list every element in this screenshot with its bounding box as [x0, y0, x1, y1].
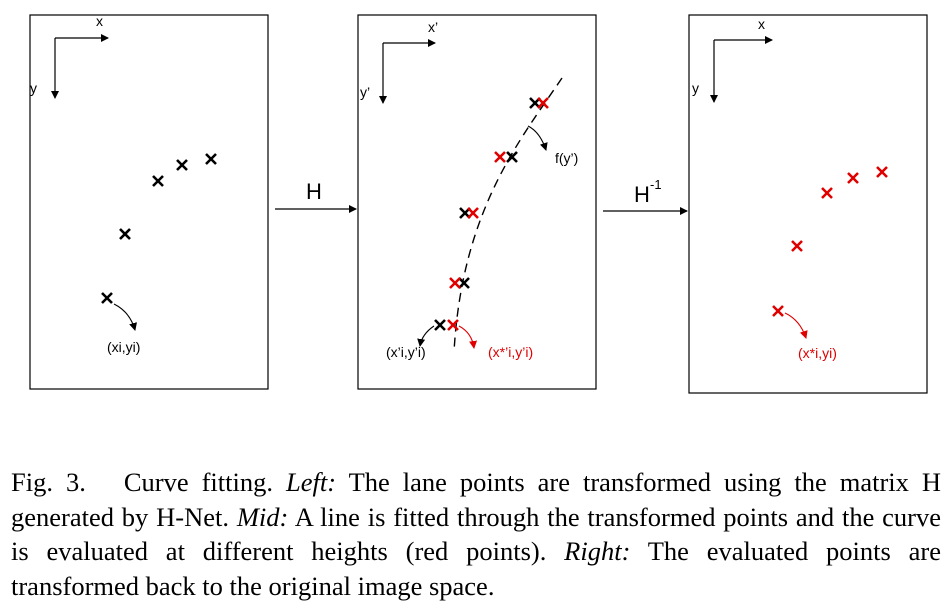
caption-mid-label: Mid: [236, 501, 289, 532]
inverse-transform-label: H [634, 182, 650, 207]
caption-figure-number: Fig. 3. [11, 467, 86, 497]
forward-transform: H [275, 179, 357, 213]
curve-label: f(y’) [555, 150, 578, 166]
mid-y-axis-label: y’ [360, 84, 370, 100]
left-y-axis-label: y [30, 80, 37, 96]
lane-point-marker [176, 159, 188, 171]
lane-point-marker [101, 292, 113, 304]
evaluated-point-marker [467, 207, 479, 219]
evaluated-point-marker [537, 97, 549, 109]
left-panel-frame [29, 14, 269, 390]
right-x-axis-label: x [758, 16, 765, 32]
transformed-point-pointer-arrow [417, 325, 435, 347]
transformed-point-label: (x’i,y’i) [386, 344, 426, 360]
evaluated-point-marker [821, 187, 833, 199]
caption-mid-text: A line is fitted through the transformed… [11, 501, 942, 567]
mid-panel: x’ y’ f(y’) (x’i,y’i) (x*’i,y’i) [357, 14, 597, 390]
forward-transform-label: H [306, 179, 322, 204]
mid-axes: x’ y’ [360, 19, 438, 104]
right-y-axis-label: y [692, 80, 699, 96]
right-panel: x y (x*i,yi) [688, 14, 928, 394]
caption-left-label: Left: [285, 467, 337, 497]
lane-point-marker [119, 228, 131, 240]
right-panel-frame [688, 14, 928, 394]
curve-pointer-arrow [527, 125, 548, 151]
transformed-point-marker [458, 277, 470, 289]
left-lane-points [101, 153, 217, 304]
evaluated-point-marker [847, 172, 859, 184]
left-x-axis-label: x [96, 13, 103, 29]
left-point-pointer-arrow [113, 303, 137, 331]
transformed-point-marker [434, 319, 446, 331]
caption-right-text: The evaluated points are transformed bac… [11, 536, 942, 601]
left-panel: x y (xi,yi) [29, 13, 269, 390]
lane-point-marker [152, 175, 164, 187]
caption-right-label: Right: [564, 536, 631, 566]
evaluated-point-marker [791, 240, 803, 252]
mid-evaluated-points [447, 97, 549, 331]
right-point-pointer-arrow [784, 312, 808, 339]
lane-point-marker [205, 153, 217, 165]
left-axes: x y [30, 13, 109, 99]
mid-x-axis-label: x’ [428, 19, 438, 35]
transformed-point-marker [506, 151, 518, 163]
evaluated-point-marker [876, 166, 888, 178]
right-point-label: (x*i,yi) [798, 345, 837, 361]
caption-left-text: The lane points are transformed using th… [11, 467, 942, 532]
evaluated-point-marker [449, 277, 461, 289]
evaluated-point-marker [494, 151, 506, 163]
inverse-transform: H -1 [603, 177, 688, 215]
figure-caption: Fig. 3. Curve fitting. Left: The lane poi… [11, 465, 941, 603]
evaluated-point-label: (x*’i,y’i) [488, 344, 533, 360]
curve-fitting-figure: x y (xi,yi) H x’ y’ f(y’) (x’i,y’i) (x*’… [29, 13, 928, 394]
mid-panel-frame [357, 14, 597, 390]
right-axes: x y [692, 16, 773, 103]
left-point-label: (xi,yi) [107, 339, 140, 355]
evaluated-point-pointer-arrow [458, 325, 478, 349]
caption-intro: Curve fitting. [123, 467, 273, 497]
inverse-transform-superscript: -1 [650, 177, 662, 192]
evaluated-point-marker [772, 305, 784, 317]
evaluated-point-marker [447, 319, 459, 331]
right-evaluated-points [772, 166, 888, 317]
